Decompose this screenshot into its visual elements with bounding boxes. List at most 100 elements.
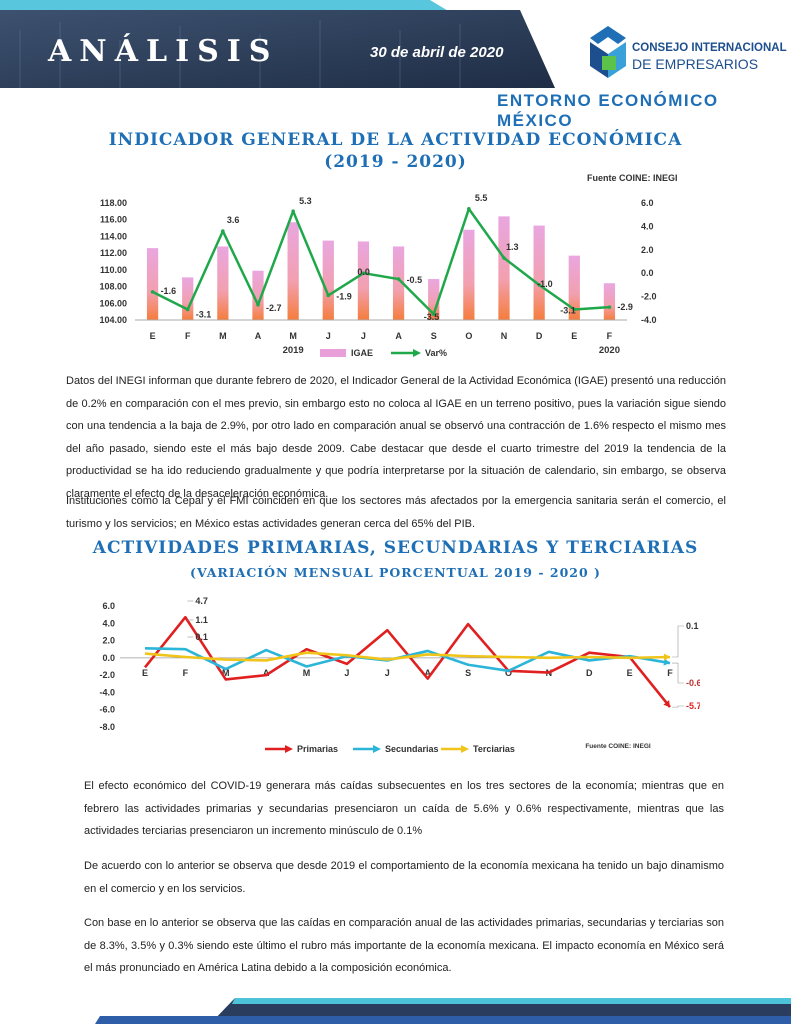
igae-bar bbox=[603, 283, 616, 320]
sectors-legend-arrow-icon bbox=[373, 745, 381, 753]
igae-bar bbox=[146, 248, 159, 320]
report-date: 30 de abril de 2020 bbox=[370, 44, 504, 61]
igae-x-tick-label: E bbox=[571, 331, 577, 341]
sectors-legend-label: Secundarias bbox=[385, 744, 439, 754]
igae-right-tick-label: 2.0 bbox=[641, 245, 654, 255]
igae-x-tick-label: D bbox=[536, 331, 543, 341]
sectors-x-tick-label: E bbox=[142, 668, 148, 678]
igae-var-data-label: -3.5 bbox=[424, 312, 440, 322]
igae-year-label: 2019 bbox=[283, 345, 304, 356]
sectors-point-label: 4.7 bbox=[195, 596, 208, 606]
igae-right-tick-label: -2.0 bbox=[641, 292, 657, 302]
sectors-end-leader bbox=[672, 625, 684, 658]
sectors-x-tick-label: O bbox=[505, 668, 512, 678]
igae-var-point bbox=[537, 283, 541, 287]
igae-right-tick-label: 4.0 bbox=[641, 221, 654, 231]
igae-var-point bbox=[572, 307, 577, 312]
igae-bar bbox=[357, 241, 370, 320]
igae-left-tick-label: 110.00 bbox=[100, 265, 127, 275]
igae-var-data-label: 5.3 bbox=[299, 196, 312, 206]
header-banner bbox=[0, 0, 555, 88]
sectors-y-tick-label: 0.0 bbox=[102, 653, 115, 663]
igae-var-point bbox=[150, 290, 155, 294]
logo-text-line1: CONSEJO INTERNACIONAL bbox=[632, 42, 787, 54]
igae-chart-subtitle: (2019 - 2020) bbox=[324, 152, 467, 172]
igae-x-tick-label: J bbox=[361, 331, 366, 341]
igae-left-tick-label: 114.00 bbox=[100, 231, 127, 241]
igae-var-point bbox=[396, 277, 401, 281]
igae-var-point bbox=[361, 271, 366, 275]
igae-bar bbox=[322, 240, 334, 320]
igae-bar bbox=[568, 255, 580, 320]
sectors-y-tick-label: -6.0 bbox=[99, 705, 115, 715]
sectors-x-tick-label: D bbox=[586, 668, 593, 678]
section-subtitle: ENTORNO ECONÓMICO MÉXICO bbox=[497, 91, 719, 130]
igae-left-tick-label: 118.00 bbox=[100, 198, 127, 208]
igae-var-data-label: 1.3 bbox=[506, 242, 519, 252]
igae-var-data-label: -1.0 bbox=[537, 279, 553, 289]
sectors-x-tick-label: J bbox=[344, 668, 349, 678]
igae-var-point bbox=[291, 209, 295, 213]
sectors-x-tick-label: M bbox=[222, 668, 230, 678]
footer-band bbox=[95, 998, 791, 1024]
sectors-y-tick-label: 4.0 bbox=[102, 618, 115, 628]
igae-var-data-label: -3.1 bbox=[560, 305, 576, 315]
igae-x-tick-label: E bbox=[150, 331, 156, 341]
igae-x-tick-label: A bbox=[255, 331, 262, 341]
sectors-y-tick-label: -4.0 bbox=[99, 687, 115, 697]
igae-left-tick-label: 108.00 bbox=[99, 282, 127, 292]
sectors-x-tick-label: E bbox=[627, 668, 633, 678]
sectors-legend-label: Primarias bbox=[297, 744, 338, 754]
igae-var-line bbox=[152, 207, 610, 316]
igae-var-data-label: -1.9 bbox=[336, 291, 352, 301]
igae-bar bbox=[217, 246, 229, 320]
var-legend-arrow-icon bbox=[413, 349, 421, 357]
igae-var-data-label: 0.0 bbox=[357, 267, 370, 277]
igae-bar bbox=[182, 277, 194, 320]
igae-var-point bbox=[221, 229, 225, 233]
paragraph-5: Con base en lo anterior se observa que l… bbox=[84, 917, 724, 974]
igae-var-data-label: -1.6 bbox=[161, 286, 177, 296]
sectors-x-tick-label: F bbox=[667, 668, 673, 678]
igae-chart-title: INDICADOR GENERAL DE LA ACTIVIDAD ECONÓM… bbox=[108, 130, 683, 150]
igae-year-label: 2020 bbox=[599, 345, 620, 356]
paragraph-4: De acuerdo con lo anterior se observa qu… bbox=[84, 860, 724, 895]
igae-var-point bbox=[467, 207, 471, 211]
sectors-series-line-primarias bbox=[143, 615, 672, 708]
igae-left-tick-label: 106.00 bbox=[99, 298, 127, 308]
igae-var-data-label: 3.6 bbox=[227, 215, 240, 225]
igae-x-tick-label: F bbox=[607, 331, 613, 341]
igae-x-tick-label: M bbox=[219, 331, 227, 341]
sectors-end-label: -0.6 bbox=[686, 678, 700, 688]
igae-bar bbox=[428, 279, 440, 320]
sectors-x-tick-label: A bbox=[424, 668, 431, 678]
sectors-point-label: 0.1 bbox=[195, 632, 208, 642]
paragraph-2: Instituciones como la Cepal y el FMI coi… bbox=[66, 495, 726, 530]
igae-var-point bbox=[185, 307, 190, 312]
igae-var-point bbox=[326, 293, 331, 298]
igae-left-tick-label: 116.00 bbox=[100, 215, 127, 225]
igae-var-point bbox=[607, 305, 612, 309]
igae-var-data-label: -2.9 bbox=[617, 302, 633, 312]
sectors-legend-arrow-icon bbox=[461, 745, 469, 753]
igae-right-tick-label: 0.0 bbox=[641, 268, 654, 278]
sectors-end-label: -5.7 bbox=[686, 701, 700, 711]
igae-x-tick-label: M bbox=[289, 331, 297, 341]
sectors-legend-arrow-icon bbox=[285, 745, 293, 753]
igae-bar bbox=[533, 225, 545, 320]
sectors-x-tick-label: J bbox=[385, 668, 390, 678]
paragraph-1: Datos del INEGI informan que durante feb… bbox=[66, 375, 726, 500]
igae-bar bbox=[463, 229, 475, 320]
igae-chart: 104.00 106.00 108.00 110.00 112.00 114.00 116.… bbox=[99, 193, 657, 358]
igae-var-data-label: -2.7 bbox=[266, 303, 282, 313]
sectors-end-leader bbox=[672, 662, 684, 684]
igae-x-tick-label: O bbox=[465, 331, 472, 341]
sectors-x-tick-label: A bbox=[263, 668, 270, 678]
sectors-series-arrow-icon bbox=[663, 658, 670, 666]
igae-var-point bbox=[431, 312, 436, 316]
igae-var-data-label: 5.5 bbox=[475, 193, 488, 203]
igae-right-tick-label: 6.0 bbox=[641, 198, 654, 208]
sectors-point-label: 1.1 bbox=[195, 615, 208, 625]
sectors-chart-subtitle: (VARIACIÓN MENSUAL PORCENTUAL 2019 - 202… bbox=[190, 565, 601, 580]
igae-source: Fuente COINE: INEGI bbox=[587, 173, 678, 183]
